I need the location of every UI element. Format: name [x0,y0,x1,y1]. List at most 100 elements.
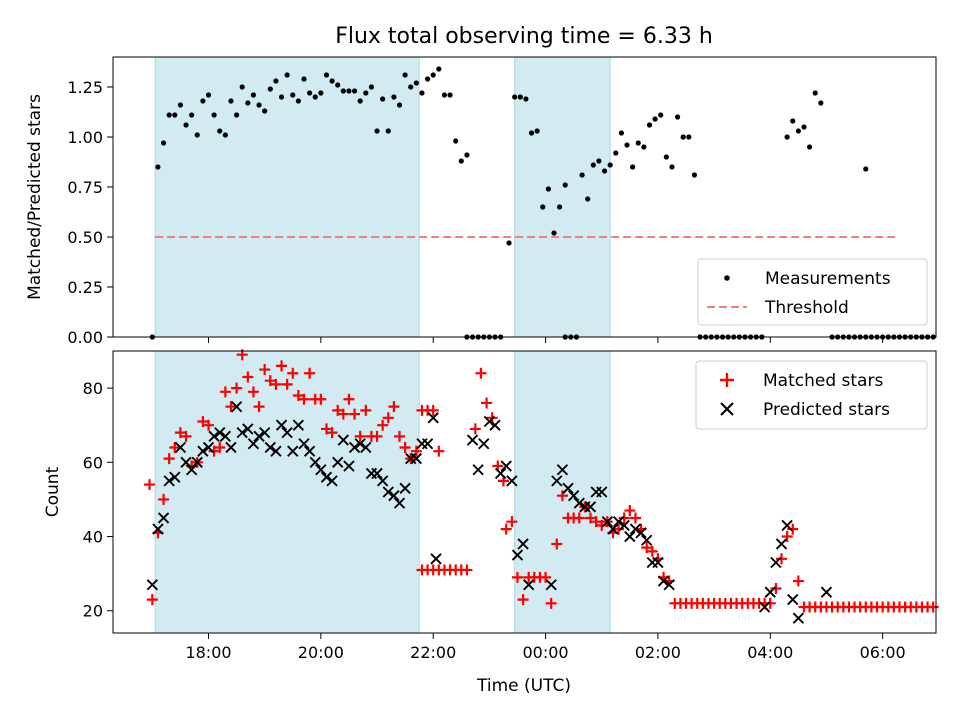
top-y-tick-label: 0.50 [67,228,103,247]
matched-star-point [276,360,288,372]
predicted-star-point [388,490,400,502]
measurement-point [618,130,625,136]
predicted-star-point [775,538,788,550]
matched-star-point [163,453,175,465]
matched-star-point [787,523,799,535]
matched-star-point [556,490,568,502]
x-tick-label: 20:00 [298,643,344,662]
predicted-star-point [326,475,338,487]
top-y-tick-label: 1.00 [67,128,103,147]
measurement-point [607,162,613,168]
matched-star-point [242,371,254,383]
measurement-point [863,166,869,172]
shaded-interval [154,350,420,634]
measurement-point [807,144,813,150]
matched-star-point [551,538,563,550]
predicted-star-point [770,556,782,569]
measurement-point [641,144,647,150]
predicted-star-point [270,445,282,457]
measurement-point [436,66,442,72]
top-y-tick-label: 0.75 [67,178,103,197]
measurement-point [211,112,217,118]
measurement-point [613,150,619,156]
predicted-star-point [202,441,215,454]
predicted-star-point [309,456,321,468]
shaded-interval [154,56,420,338]
measurement-point [380,96,386,102]
measurement-point [233,112,240,118]
matched-star-point [573,512,585,524]
measurement-point [635,140,641,146]
bottom-legend: Matched stars Predicted stars [695,360,928,430]
predicted-star-point [511,549,524,561]
bottom-shaded-regions [154,350,611,634]
matched-star-point [203,419,215,431]
matched-star-point [618,512,630,524]
matched-star-point [214,441,226,453]
measurement-point [351,88,358,94]
x-tick-label: 06:00 [860,643,906,662]
predicted-star-point [399,482,411,494]
measurement-point [528,130,535,136]
measurement-point [579,172,585,178]
predicted-star-point [185,464,198,476]
matched-star-point [270,378,282,390]
measurement-point [346,88,352,94]
predicted-star-point [315,464,327,476]
measurement-point [205,92,212,98]
predicted-star-point [253,430,265,443]
measurement-point [534,128,540,134]
matched-star-point [776,553,788,565]
predicted-star-point [393,497,406,509]
matched-star-point [169,441,181,453]
matched-star-point [613,523,625,535]
measurement-point [172,112,178,118]
measurement-point [222,132,228,138]
matched-star-point [158,493,170,505]
matched-star-point [461,564,473,576]
chart-title: Flux total observing time = 6.33 h [335,24,713,49]
predicted-star-point [584,501,597,513]
top-plot-frame [112,56,937,338]
matched-star-point [354,430,366,442]
bottom-matched-points [144,349,939,613]
matched-star-point [792,575,804,587]
predicted-star-point [607,523,619,535]
matched-star-point [927,601,939,613]
matched-star-point [304,367,316,379]
predicted-star-point [551,475,563,487]
measurement-point [408,84,414,90]
measurement-point [545,186,551,192]
legend-matched-marker [720,373,734,387]
measurement-point [590,162,596,168]
top-legend: Measurements Threshold [697,258,928,326]
matched-star-point [545,597,557,609]
measurement-point [374,128,380,134]
predicted-star-point [641,534,653,546]
predicted-star-point [191,456,203,468]
matched-star-point [225,401,237,413]
matched-star-point [349,408,361,420]
matched-star-point [360,404,372,416]
measurement-point [801,124,807,130]
x-tick-label: 18:00 [185,643,231,662]
bottom-y-tick-label: 60 [83,453,103,472]
bottom-predicted-points [146,400,833,624]
measurement-point [402,72,408,78]
predicted-star-point [523,579,535,591]
measurement-point [290,92,296,98]
matched-star-point [590,516,602,528]
measurement-point [674,114,681,120]
matched-star-point [174,427,186,439]
predicted-star-point [792,612,805,624]
matched-star-point [517,594,529,606]
bottom-legend-box [695,360,928,430]
bottom-y-axis-label: Count [43,466,63,517]
measurement-point [624,142,630,148]
predicted-star-point [483,415,496,428]
matched-star-point [343,393,355,405]
measurement-point [812,90,818,96]
predicted-star-point [764,586,776,598]
matched-star-point [399,441,411,453]
